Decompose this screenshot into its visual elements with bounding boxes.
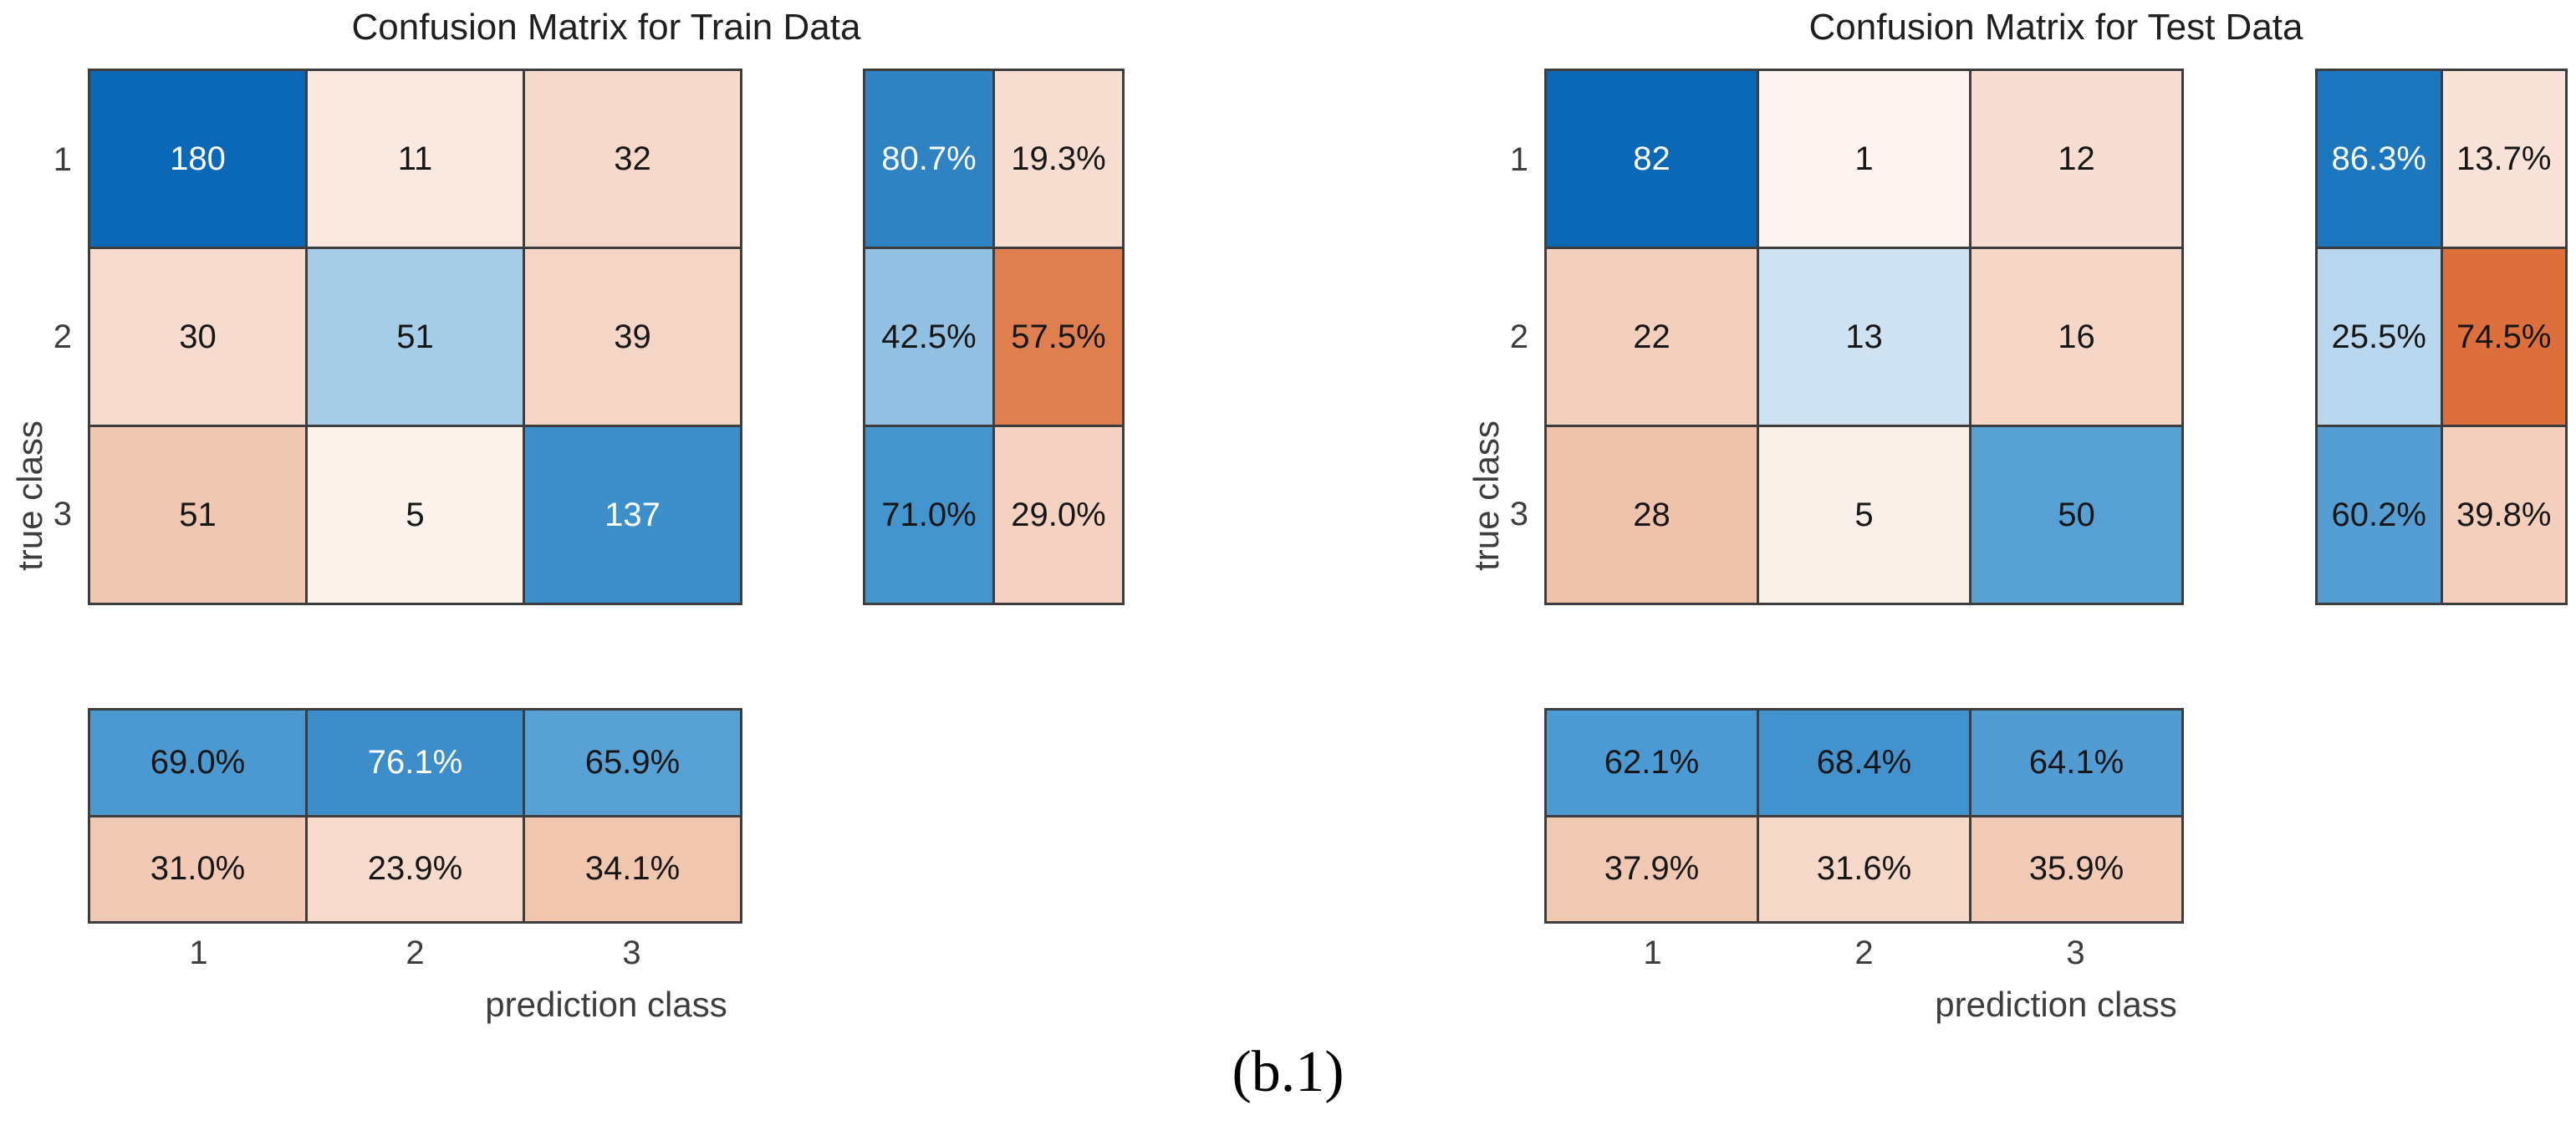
column-summary-cell: 37.9% bbox=[1547, 817, 1757, 921]
row-summary-cell: 60.2% bbox=[2318, 427, 2441, 603]
matrix-cell: 16 bbox=[1972, 249, 2181, 425]
y-axis-tick-labels: 1 2 3 bbox=[0, 71, 75, 603]
x-tick-label: 1 bbox=[1643, 935, 1662, 971]
x-tick-label: 2 bbox=[406, 935, 425, 971]
y-axis-tick-labels: 1 2 3 bbox=[1456, 71, 1532, 603]
x-axis-tick-labels: 1 2 3 bbox=[1547, 935, 2181, 980]
row-summary-cell: 74.5% bbox=[2442, 249, 2565, 425]
y-axis-label: true class bbox=[10, 420, 49, 571]
y-tick-label: 2 bbox=[53, 318, 72, 355]
figure-caption: (b.1) bbox=[1232, 1040, 1344, 1104]
x-axis-tick-labels: 1 2 3 bbox=[90, 935, 740, 980]
column-summary-cell: 31.6% bbox=[1759, 817, 1969, 921]
row-summary-cell: 25.5% bbox=[2318, 249, 2441, 425]
row-summary-cell: 80.7% bbox=[865, 71, 992, 247]
train-row-normalized-summary-grid: 80.7% 19.3% 42.5% 57.5% 71.0% 29.0% bbox=[863, 69, 1125, 605]
x-tick-label: 2 bbox=[1854, 935, 1874, 971]
matrix-cell: 82 bbox=[1547, 71, 1757, 247]
matrix-cell: 32 bbox=[525, 71, 740, 247]
y-tick-label: 1 bbox=[1509, 140, 1528, 178]
matrix-cell: 39 bbox=[525, 249, 740, 425]
matrix-cell: 30 bbox=[90, 249, 305, 425]
train-confusion-matrix-grid: 180 11 32 30 51 39 51 5 137 bbox=[88, 69, 742, 605]
column-summary-cell: 34.1% bbox=[525, 817, 740, 921]
matrix-cell: 50 bbox=[1972, 427, 2181, 603]
chart-title: Confusion Matrix for Train Data bbox=[351, 7, 861, 48]
train-column-normalized-summary-grid: 69.0% 76.1% 65.9% 31.0% 23.9% 34.1% bbox=[88, 708, 742, 924]
x-tick-label: 3 bbox=[2066, 935, 2085, 971]
matrix-cell: 11 bbox=[308, 71, 523, 247]
column-summary-cell: 76.1% bbox=[308, 711, 523, 815]
column-summary-cell: 31.0% bbox=[90, 817, 305, 921]
y-tick-label: 1 bbox=[53, 140, 72, 178]
y-tick-label: 2 bbox=[1509, 318, 1528, 355]
matrix-cell: 51 bbox=[308, 249, 523, 425]
column-summary-cell: 35.9% bbox=[1972, 817, 2181, 921]
column-summary-cell: 64.1% bbox=[1972, 711, 2181, 815]
x-tick-label: 3 bbox=[622, 935, 641, 971]
row-summary-cell: 86.3% bbox=[2318, 71, 2441, 247]
row-summary-cell: 19.3% bbox=[995, 71, 1122, 247]
matrix-cell: 12 bbox=[1972, 71, 2181, 247]
column-summary-cell: 68.4% bbox=[1759, 711, 1969, 815]
matrix-cell: 1 bbox=[1759, 71, 1969, 247]
x-tick-label: 1 bbox=[189, 935, 208, 971]
matrix-cell: 5 bbox=[1759, 427, 1969, 603]
x-axis-label: prediction class bbox=[485, 985, 727, 1024]
matrix-cell: 51 bbox=[90, 427, 305, 603]
row-summary-cell: 57.5% bbox=[995, 249, 1122, 425]
matrix-cell: 180 bbox=[90, 71, 305, 247]
test-confusion-matrix-grid: 82 1 12 22 13 16 28 5 50 bbox=[1544, 69, 2184, 605]
row-summary-cell: 42.5% bbox=[865, 249, 992, 425]
column-summary-cell: 69.0% bbox=[90, 711, 305, 815]
row-summary-cell: 13.7% bbox=[2442, 71, 2565, 247]
matrix-cell: 137 bbox=[525, 427, 740, 603]
matrix-cell: 13 bbox=[1759, 249, 1969, 425]
column-summary-cell: 65.9% bbox=[525, 711, 740, 815]
column-summary-cell: 23.9% bbox=[308, 817, 523, 921]
matrix-cell: 28 bbox=[1547, 427, 1757, 603]
y-tick-label: 3 bbox=[53, 495, 72, 532]
y-axis-label: true class bbox=[1467, 420, 1506, 571]
test-column-normalized-summary-grid: 62.1% 68.4% 64.1% 37.9% 31.6% 35.9% bbox=[1544, 708, 2184, 924]
chart-title: Confusion Matrix for Test Data bbox=[1808, 7, 2303, 48]
matrix-cell: 5 bbox=[308, 427, 523, 603]
row-summary-cell: 39.8% bbox=[2442, 427, 2565, 603]
test-row-normalized-summary-grid: 86.3% 13.7% 25.5% 74.5% 60.2% 39.8% bbox=[2315, 69, 2568, 605]
row-summary-cell: 71.0% bbox=[865, 427, 992, 603]
matrix-cell: 22 bbox=[1547, 249, 1757, 425]
y-tick-label: 3 bbox=[1509, 495, 1528, 532]
row-summary-cell: 29.0% bbox=[995, 427, 1122, 603]
column-summary-cell: 62.1% bbox=[1547, 711, 1757, 815]
x-axis-label: prediction class bbox=[1935, 985, 2177, 1024]
